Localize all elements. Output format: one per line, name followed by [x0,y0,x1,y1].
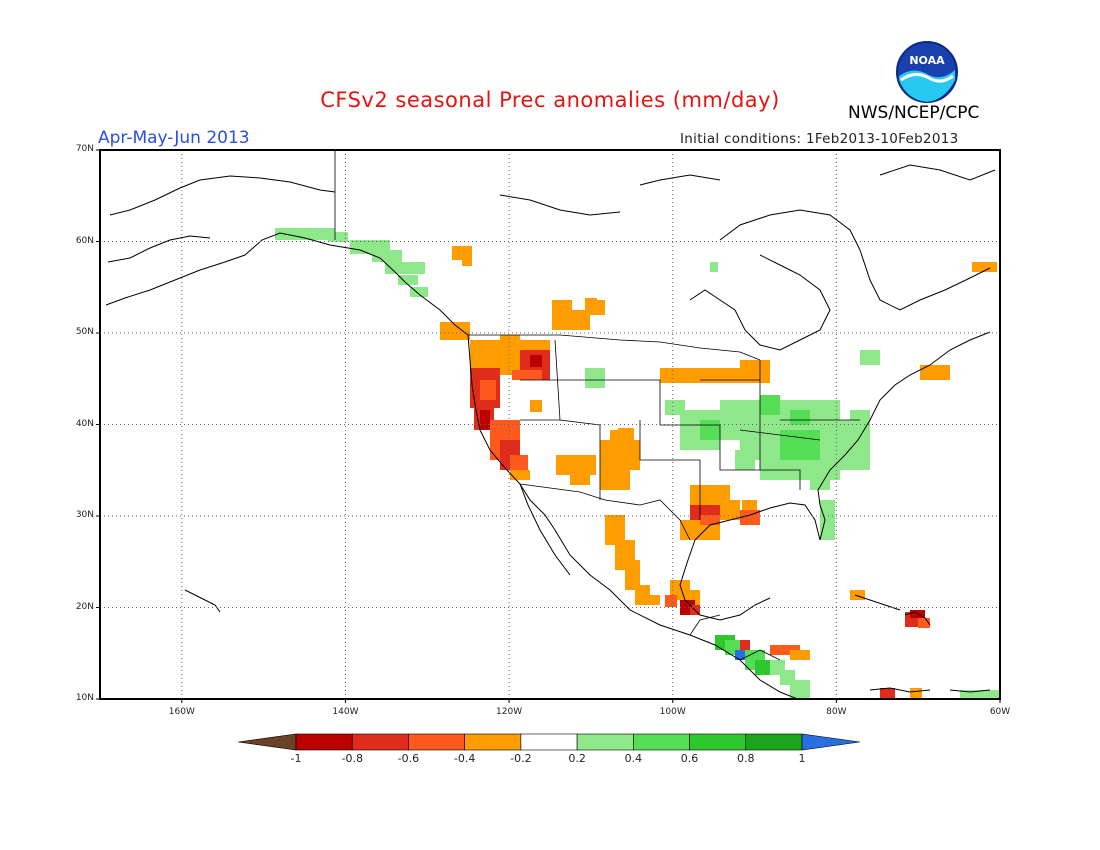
lat-tick-label: 60N [75,235,94,246]
colorbar-label: 1 [798,752,806,765]
anomaly-cell [440,322,470,340]
anomaly-cell [500,335,520,375]
lon-tick-label: 80W [826,707,847,717]
anomaly-cell [880,688,895,699]
anomaly-cell [328,232,348,242]
anomaly-cell [462,258,472,266]
anomaly-cell [790,410,810,425]
colorbar-label: 0.4 [624,752,643,765]
agency-label: NWS/NCEP/CPC [848,103,980,123]
anomaly-cell [372,250,402,262]
anomaly-cell [920,365,950,380]
colorbar-segment [520,733,578,751]
noaa-logo: NOAA [895,40,959,104]
anomaly-cell [740,640,750,650]
anomaly-cell [770,645,800,655]
anomaly-cell [740,360,770,380]
colorbar-segment [464,733,522,751]
anomaly-cell [510,470,530,480]
anomaly-cell [530,355,542,367]
anomaly-cell [605,515,625,545]
lat-tick-label: 10N [75,693,94,703]
anomaly-cell [960,690,1000,699]
anomaly-cell [640,595,660,605]
colorbar-label: 0.2 [568,752,586,765]
anomaly-cell [410,287,428,297]
anomaly-cell [860,350,880,365]
colorbar-arrow-high [801,733,861,751]
lat-tick-label: 50N [75,327,94,337]
colorbar-label: 0.8 [737,752,755,765]
anomaly-cell [918,618,930,628]
lon-tick-label: 120W [496,707,523,717]
anomaly-cell [275,228,335,240]
anomaly-cell [570,475,590,485]
anomaly-cell [480,380,496,400]
anomaly-cell [452,246,472,260]
colorbar-arrow-low [237,733,297,751]
borders [334,150,860,661]
colorbar-segment [576,733,634,751]
anomaly-cell [585,368,605,388]
colorbar-label: -1 [290,752,302,765]
anomaly-cell [735,450,755,470]
lat-tick-label: 30N [75,510,94,520]
anomaly-cell [385,262,425,274]
forecast-period: Apr-May-Jun 2013 [98,128,250,148]
lon-tick-label: 140W [332,707,359,717]
colorbar-segment [408,733,465,751]
map-title: CFSv2 seasonal Prec anomalies (mm/day) [320,88,780,112]
anomaly-cell [850,590,865,600]
anomaly-cell [910,688,922,699]
anomaly-cell [600,470,630,490]
anomaly-cell [585,298,597,310]
anomaly-cell [570,310,590,330]
anomaly-cell [760,395,780,415]
coastlines [105,164,996,699]
anomaly-cell [480,410,490,430]
anomaly-cell [790,680,810,699]
lon-tick-label: 100W [659,707,686,717]
colorbar-label: -0.6 [397,752,420,765]
anomaly-cell [618,428,634,440]
anomaly-cell [552,300,572,330]
anomaly-cell [720,500,740,520]
anomaly-cell [735,650,750,660]
anomaly-cell [600,440,640,470]
anomaly-cell [625,560,640,590]
anomaly-cell [665,595,677,607]
colorbar-segment [295,733,353,751]
colorbar-segment [351,733,409,751]
colorbar-label: -0.4 [453,752,476,765]
anomaly-cell [530,400,542,412]
anomaly-cell [810,470,830,490]
anomaly-cell [700,515,720,525]
anomaly-cell [700,525,720,540]
anomaly-cell [790,650,810,660]
colorbar-label: -0.2 [510,752,532,765]
logo-text: NOAA [909,54,945,67]
colorbar-segment [745,733,803,751]
lon-tick-label: 60W [989,707,1011,717]
lat-tick-label: 70N [75,144,94,154]
anomaly-cell [710,262,718,272]
anomaly-cell [780,430,820,460]
anomaly-cell [556,455,596,475]
anomaly-cell [850,410,870,425]
anomaly-cell [398,275,418,285]
colorbar-label: 0.6 [680,752,699,765]
lat-tick-label: 20N [75,601,94,612]
colorbar-segment [633,733,690,751]
anomaly-cell [512,370,542,380]
anomaly-cell [972,262,997,272]
initial-conditions: Initial conditions: 1Feb2013-10Feb2013 [680,131,959,147]
colorbar-segment [689,733,747,751]
lat-tick-label: 40N [75,418,94,429]
anomaly-cell [820,500,832,530]
anomaly-cell [680,520,700,540]
lon-tick-label: 160W [168,707,195,717]
colorbar-label: -0.8 [341,752,363,765]
